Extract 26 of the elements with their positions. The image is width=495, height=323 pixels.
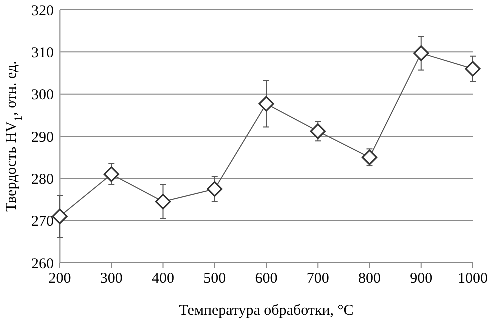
point <box>52 208 68 224</box>
x-tick-label: 700 <box>306 271 330 287</box>
x-tick-label: 600 <box>255 271 278 287</box>
y-tick-label: 300 <box>32 88 54 104</box>
y-tick-label: 320 <box>32 3 54 20</box>
point <box>155 194 172 210</box>
x-tick-label: 800 <box>358 271 381 287</box>
x-tick-label: 1000 <box>458 271 488 287</box>
point <box>258 96 274 112</box>
point <box>207 181 223 198</box>
y-tick-label: 270 <box>32 214 54 230</box>
x-tick-label: 500 <box>204 271 226 287</box>
x-tick-label: 400 <box>152 271 174 287</box>
x-axis-title: Температура обработки, °С <box>179 303 354 319</box>
y-tick-label: 290 <box>32 130 54 146</box>
point <box>362 150 378 166</box>
point <box>310 124 326 140</box>
point <box>465 61 481 77</box>
x-tick-label: 300 <box>100 271 123 287</box>
y-tick-label: 260 <box>32 256 54 272</box>
x-tick-label: 900 <box>410 271 433 287</box>
point <box>104 166 120 182</box>
y-tick-label: 280 <box>32 172 54 188</box>
y-tick-label: 310 <box>32 45 54 62</box>
x-tick-label: 200 <box>48 271 72 287</box>
point <box>414 46 430 62</box>
